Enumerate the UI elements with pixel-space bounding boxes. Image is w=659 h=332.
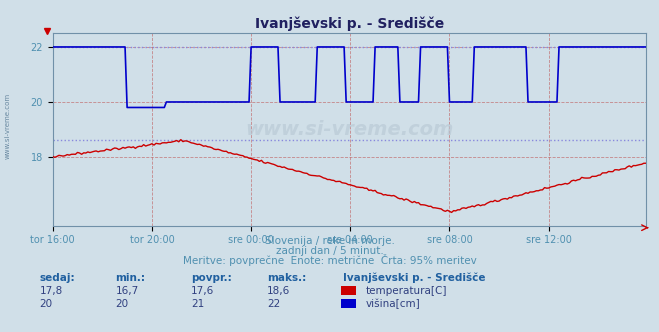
Text: 18,6: 18,6 — [267, 286, 290, 296]
Text: Ivanjševski p. - Središče: Ivanjševski p. - Središče — [343, 272, 485, 283]
Text: 17,8: 17,8 — [40, 286, 63, 296]
Text: maks.:: maks.: — [267, 273, 306, 283]
Text: 21: 21 — [191, 299, 204, 309]
Title: Ivanjševski p. - Središče: Ivanjševski p. - Središče — [254, 16, 444, 31]
Text: višina[cm]: višina[cm] — [366, 299, 420, 309]
Text: 17,6: 17,6 — [191, 286, 214, 296]
Text: 16,7: 16,7 — [115, 286, 138, 296]
Text: 20: 20 — [40, 299, 53, 309]
Text: Meritve: povprečne  Enote: metrične  Črta: 95% meritev: Meritve: povprečne Enote: metrične Črta:… — [183, 254, 476, 266]
Text: temperatura[C]: temperatura[C] — [366, 286, 447, 296]
Text: 22: 22 — [267, 299, 280, 309]
Text: 20: 20 — [115, 299, 129, 309]
Text: www.si-vreme.com: www.si-vreme.com — [245, 120, 453, 139]
Text: www.si-vreme.com: www.si-vreme.com — [5, 93, 11, 159]
Text: povpr.:: povpr.: — [191, 273, 232, 283]
Text: sedaj:: sedaj: — [40, 273, 75, 283]
Text: zadnji dan / 5 minut.: zadnji dan / 5 minut. — [275, 246, 384, 256]
Text: Slovenija / reke in morje.: Slovenija / reke in morje. — [264, 236, 395, 246]
Text: min.:: min.: — [115, 273, 146, 283]
